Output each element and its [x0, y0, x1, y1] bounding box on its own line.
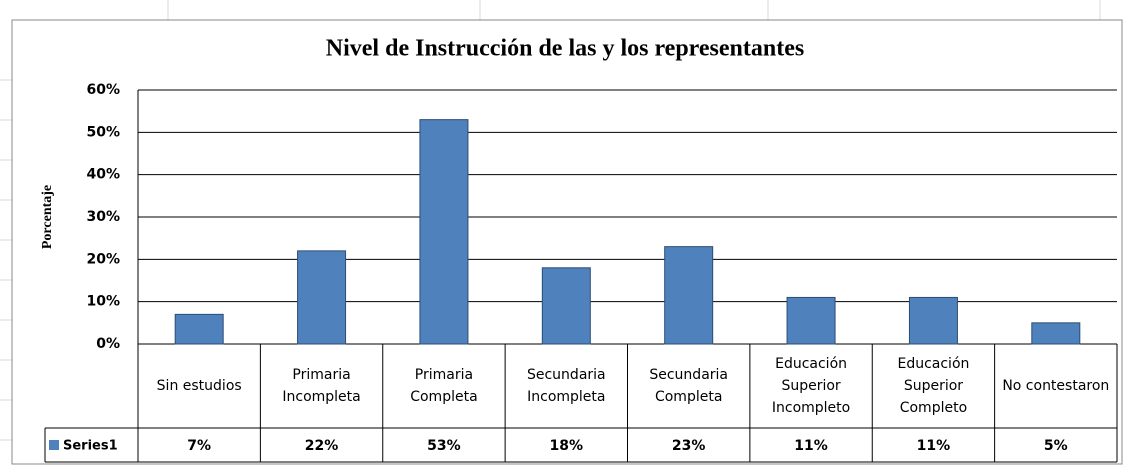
legend-key	[49, 440, 59, 450]
y-tick-label: 20%	[86, 251, 120, 267]
value-label: 5%	[1044, 438, 1068, 454]
bar	[419, 119, 469, 345]
x-tick-label: Secundaria Completa	[649, 367, 728, 405]
x-tick-label: Primaria Incompleta	[282, 367, 361, 405]
value-label: 11%	[917, 438, 951, 454]
x-tick-label: Primaria Completa	[410, 367, 478, 405]
value-label: 7%	[187, 438, 211, 454]
value-label: 22%	[305, 438, 339, 454]
bar	[908, 296, 958, 345]
y-tick-label: 60%	[86, 82, 120, 98]
value-label: 18%	[550, 438, 584, 454]
sheet-grid	[0, 0, 1101, 441]
y-tick-label: 0%	[96, 336, 120, 352]
bar	[786, 296, 836, 345]
y-tick-label: 10%	[86, 294, 120, 310]
bar	[297, 250, 347, 345]
bar	[174, 313, 224, 345]
x-tick-label: Secundaria Incompleta	[526, 367, 606, 405]
bar	[664, 246, 714, 345]
value-label: 23%	[672, 438, 706, 454]
value-label: 11%	[794, 438, 828, 454]
x-tick-label: Educación Superior Completo	[897, 356, 970, 416]
x-tick-label: No contestaron	[1002, 378, 1110, 394]
chart-area	[11, 19, 1123, 465]
y-axis-label: Porcentaje	[40, 185, 55, 249]
y-tick-label: 30%	[86, 209, 120, 225]
chart-title: Nivel de Instrucción de las y los repres…	[326, 36, 804, 62]
bar	[1031, 322, 1081, 345]
x-tick-label: Sin estudios	[156, 378, 242, 394]
bar	[541, 267, 591, 345]
y-tick-label: 40%	[86, 167, 120, 183]
value-label: 53%	[427, 438, 461, 454]
x-tick-label: Educación Superior Incompleto	[771, 356, 851, 416]
y-tick-label: 50%	[86, 124, 120, 140]
legend-label: Series1	[63, 439, 118, 454]
